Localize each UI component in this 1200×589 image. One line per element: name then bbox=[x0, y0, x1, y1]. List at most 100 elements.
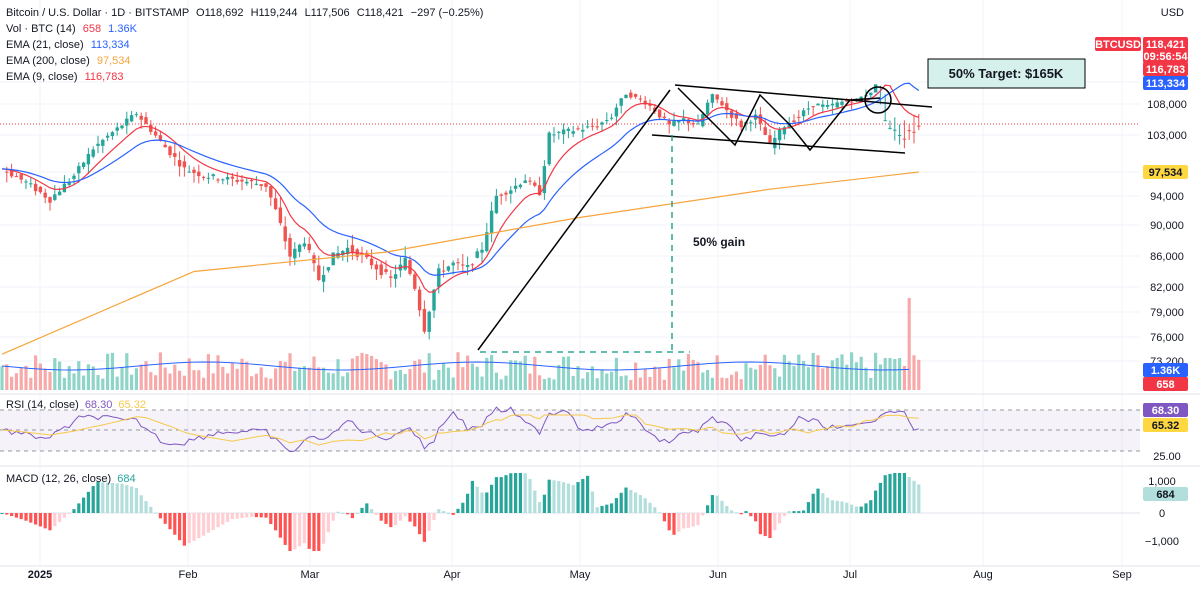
macd-histogram-bar bbox=[293, 513, 297, 550]
candle-body bbox=[197, 171, 201, 177]
macd-histogram-bar bbox=[374, 513, 378, 515]
rsi-value: 68.30 bbox=[84, 399, 113, 411]
volume-bar bbox=[115, 376, 119, 390]
volume-bar bbox=[77, 361, 81, 390]
candle-body bbox=[513, 185, 518, 189]
price-badge-label: 09:56:54 bbox=[1143, 51, 1188, 63]
price-badge-label: 68.30 bbox=[1152, 405, 1180, 417]
vol-label: Vol · BTC (14) bbox=[6, 23, 76, 35]
macd-histogram-bar bbox=[48, 513, 52, 531]
volume-bar bbox=[235, 368, 239, 390]
volume-bar bbox=[154, 375, 158, 390]
volume-bar bbox=[485, 357, 489, 390]
macd-histogram-bar bbox=[734, 512, 738, 514]
rsi-legend[interactable]: RSI (14, close) 68.30 65.32 bbox=[6, 399, 146, 411]
volume-bar bbox=[0, 366, 4, 390]
macd-histogram-bar bbox=[658, 512, 662, 514]
macd-histogram-bar bbox=[413, 513, 417, 527]
candle-body bbox=[782, 127, 787, 135]
candle-body bbox=[163, 144, 167, 148]
price-tick-label: 108,000 bbox=[1147, 99, 1187, 111]
volume-bar bbox=[408, 368, 412, 390]
price-badge-label: 113,334 bbox=[1146, 78, 1186, 90]
volume-bar bbox=[379, 362, 383, 390]
macd-histogram-bar bbox=[600, 505, 604, 513]
macd-histogram-bar bbox=[394, 513, 398, 526]
price-tick-label: 94,000 bbox=[1150, 191, 1184, 203]
candle-body bbox=[710, 94, 715, 103]
candle-body bbox=[749, 122, 753, 124]
macd-histogram-bar bbox=[250, 513, 254, 517]
volume-bar bbox=[835, 357, 839, 390]
macd-histogram-bar bbox=[298, 513, 302, 547]
volume-bar bbox=[202, 377, 206, 390]
macd-histogram-bar bbox=[326, 513, 330, 533]
macd-histogram-bar bbox=[437, 509, 441, 513]
candle-body bbox=[552, 134, 556, 136]
candle-body bbox=[523, 180, 527, 184]
macd-histogram-bar bbox=[662, 513, 666, 522]
macd-histogram-bar bbox=[53, 513, 57, 527]
macd-histogram-bar bbox=[619, 492, 623, 513]
macd-histogram-bar bbox=[802, 510, 806, 513]
price-badge-label: 116,783 bbox=[1146, 64, 1185, 76]
candle-body bbox=[374, 264, 379, 270]
candle-body bbox=[739, 120, 743, 128]
ema200-row[interactable]: EMA (200, close) 97,534 bbox=[6, 53, 483, 69]
candle-body bbox=[609, 117, 614, 119]
candle-body bbox=[437, 268, 441, 288]
macd-histogram-bar bbox=[269, 513, 273, 524]
ema9-value: 116,783 bbox=[84, 71, 124, 83]
volume-bar bbox=[82, 375, 86, 390]
candle-body bbox=[576, 128, 580, 130]
candle-body bbox=[48, 197, 52, 203]
volume-bar bbox=[206, 354, 210, 390]
macd-histogram-bar bbox=[576, 482, 580, 513]
candle-body bbox=[571, 131, 575, 134]
macd-legend[interactable]: MACD (12, 26, close) 684 bbox=[6, 473, 136, 485]
volume-bar bbox=[821, 368, 825, 390]
ohlc-low: L117,506 bbox=[304, 7, 350, 19]
candle-body bbox=[153, 131, 158, 136]
volume-bar bbox=[254, 373, 258, 390]
macd-histogram-bar bbox=[283, 513, 287, 545]
macd-histogram-bar bbox=[562, 482, 566, 513]
candle-body bbox=[245, 181, 249, 184]
ema9-row[interactable]: EMA (9, close) 116,783 bbox=[6, 69, 483, 85]
volume-bar bbox=[542, 378, 546, 390]
macd-histogram-bar bbox=[456, 508, 460, 513]
candle-body bbox=[821, 104, 825, 107]
candle-body bbox=[480, 249, 484, 253]
volume-bar bbox=[48, 372, 52, 390]
date-tick-label: Jul bbox=[843, 569, 857, 581]
candle-body bbox=[67, 181, 71, 185]
volume-bar bbox=[720, 377, 724, 390]
macd-histogram-bar bbox=[475, 486, 479, 513]
date-tick-label: Apr bbox=[443, 569, 460, 581]
volume-bar bbox=[346, 372, 350, 390]
candle-body bbox=[417, 289, 422, 311]
volume-bar bbox=[677, 359, 681, 390]
ema21-row[interactable]: EMA (21, close) 113,334 bbox=[6, 37, 483, 53]
macd-histogram-bar bbox=[254, 513, 258, 518]
macd-histogram-bar bbox=[494, 477, 498, 513]
macd-histogram-bar bbox=[322, 513, 326, 544]
candle-body bbox=[43, 192, 47, 198]
candle-body bbox=[432, 289, 436, 311]
candle-body bbox=[225, 177, 230, 180]
price-badge bbox=[1143, 37, 1188, 51]
macd-histogram-bar bbox=[149, 506, 153, 513]
candle-body bbox=[835, 102, 839, 108]
volume-bar bbox=[749, 367, 753, 390]
volume-bar bbox=[130, 374, 134, 390]
candle-body bbox=[883, 120, 887, 122]
volume-bar bbox=[653, 366, 657, 390]
macd-histogram-bar bbox=[509, 473, 513, 513]
vol-row[interactable]: Vol · BTC (14) 658 1.36K bbox=[6, 21, 483, 37]
candle-body bbox=[849, 101, 854, 103]
macd-histogram-bar bbox=[355, 513, 359, 514]
candle-body bbox=[537, 185, 542, 196]
candle-body bbox=[547, 132, 551, 165]
